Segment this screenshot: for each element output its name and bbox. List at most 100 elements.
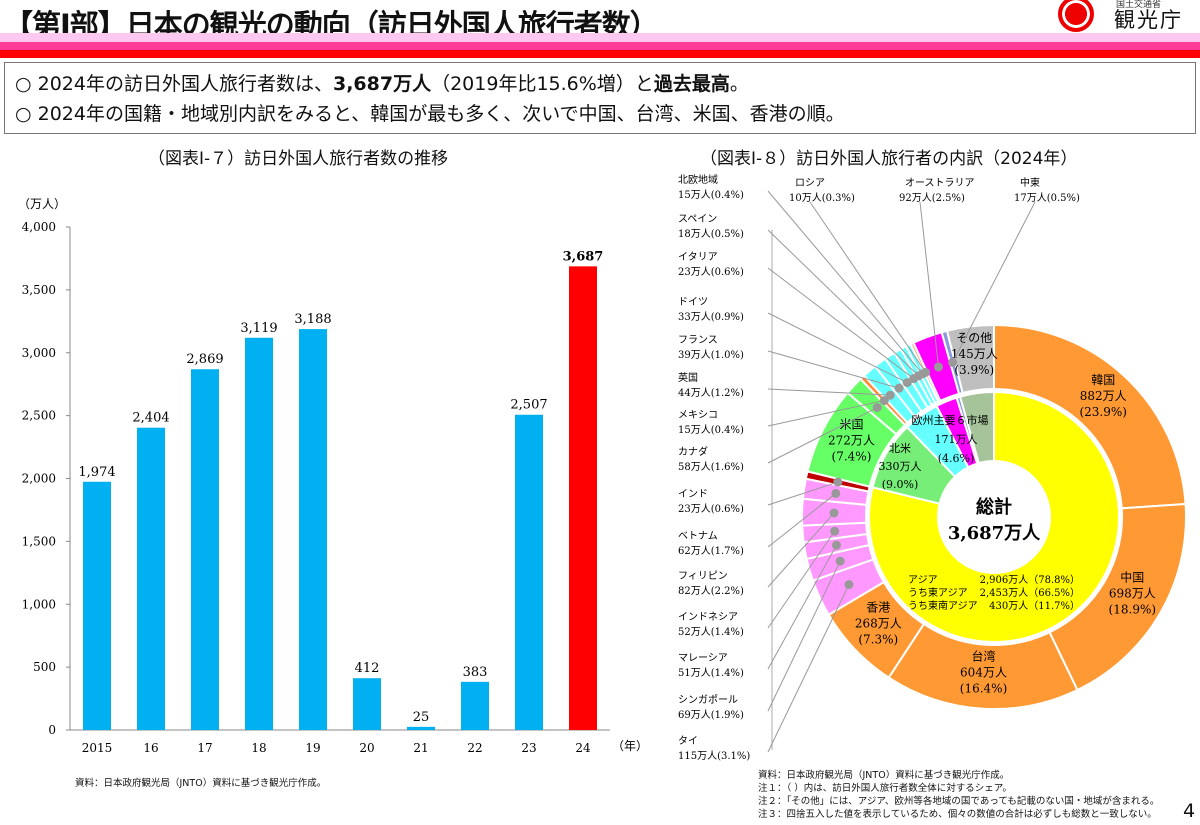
x-tick-label: 2015 <box>82 741 113 755</box>
slice-value: 698万人 <box>1109 586 1156 600</box>
asia-box-value: 430万人（11.7%） <box>989 600 1080 612</box>
label-value: 92万人(2.5%) <box>899 192 965 204</box>
leader-dot <box>902 378 912 388</box>
y-tick-label: 2,000 <box>22 472 56 486</box>
slice-name: 米国 <box>839 417 863 431</box>
bar-value-label: 2,869 <box>186 352 223 367</box>
note: 注１：（ ）内は、訪日外国人旅行者数全体に対するシェア。 <box>758 783 1012 794</box>
bar-20 <box>353 678 381 730</box>
summary-text: （2019年比15.6%増）と <box>431 73 654 95</box>
label-name: スペイン <box>678 214 717 225</box>
x-tick-label: 16 <box>143 741 158 755</box>
leader-dot <box>844 580 854 590</box>
label-name: フランス <box>678 334 718 346</box>
bar-value-label: 2,404 <box>132 411 169 426</box>
inner-name: 北米 <box>889 442 911 455</box>
leader-line <box>767 560 841 712</box>
slice-value: 882万人 <box>1080 389 1127 403</box>
leader-line <box>767 190 923 375</box>
label-name: イタリア <box>678 251 718 263</box>
label-name: マレーシア <box>678 653 728 664</box>
asia-box-value: 2,453万人（66.5%） <box>980 587 1080 599</box>
leader-dot <box>885 390 895 400</box>
label-value: 23万人(0.6%) <box>678 503 744 515</box>
leader-dot <box>921 367 931 377</box>
inner-value: 171万人 <box>935 433 978 446</box>
slice-pct: (7.4%) <box>832 449 872 463</box>
leader-line <box>767 400 885 427</box>
slice-pct: (23.9%) <box>1079 405 1126 419</box>
x-tick-label: 21 <box>413 741 428 755</box>
label-value: 15万人(0.4%) <box>678 189 744 201</box>
page-number: 4 <box>1183 800 1196 822</box>
label-name: フィリピン <box>678 570 728 582</box>
label-value: 62万人(1.7%) <box>678 545 744 557</box>
label-name: インド <box>678 489 708 500</box>
note: 注２：「その他」には、アジア、欧州等各地域の国であっても記載のない国・地域が含ま… <box>758 796 1160 807</box>
inner-pct: (9.0%) <box>882 478 919 491</box>
note: 資料：日本政府観光局（JNTO）資料に基づき観光庁作成。 <box>758 770 1010 781</box>
bar-value-label: 3,119 <box>240 321 277 336</box>
label-value: 58万人(1.6%) <box>678 461 744 473</box>
bar-value-label: 1,974 <box>78 465 115 480</box>
asia-box-label: うち東南アジア <box>908 599 978 612</box>
leader-line <box>767 493 837 548</box>
bar-18 <box>245 337 273 730</box>
leader-line <box>767 584 850 753</box>
label-value: 15万人(0.4%) <box>678 424 744 436</box>
asia-box-label: うち東アジア <box>908 586 968 599</box>
bar-24 <box>569 266 597 730</box>
header-band-pink <box>0 42 1200 50</box>
label-value: 44万人(1.2%) <box>678 387 744 399</box>
x-tick-label: 18 <box>251 741 266 755</box>
y-tick-label: 1,500 <box>22 534 56 548</box>
notes: 資料：日本政府観光局（JNTO）資料に基づき観光庁作成。 注１：（ ）内は、訪日… <box>758 769 1159 821</box>
y-axis-unit: （万人） <box>18 197 66 211</box>
leader-line <box>767 350 900 389</box>
leader-line <box>767 388 891 396</box>
leader-line <box>767 481 839 506</box>
leader-line <box>767 407 878 464</box>
label-value: 52万人(1.4%) <box>678 626 744 638</box>
slice-name: 中国 <box>1120 569 1144 584</box>
y-tick-label: 0 <box>48 723 56 737</box>
y-tick-label: 3,000 <box>22 346 56 360</box>
bar-chart-title: （図表Ⅰ-７）訪日外国人旅行者数の推移 <box>148 149 449 169</box>
label-value: 115万人(3.1%) <box>678 750 750 762</box>
bar-value-label: 3,188 <box>294 312 331 327</box>
label-name: カナダ <box>678 445 708 458</box>
header-band-light <box>0 33 1200 42</box>
leader-dot <box>872 403 882 413</box>
summary-box: ○ 2024年の訪日外国人旅行者数は、3,687万人（2019年比15.6%増）… <box>4 62 1196 134</box>
leader-line <box>767 512 835 588</box>
label-name: インドネシア <box>678 611 738 623</box>
leader-dot <box>831 540 841 550</box>
summary-line-2: ○ 2024年の国籍・地域別内訳をみると、韓国が最も多く、次いで中国、台湾、米国… <box>15 103 845 125</box>
summary-line-1: ○ 2024年の訪日外国人旅行者数は、3,687万人（2019年比15.6%増）… <box>15 69 1185 99</box>
pie-chart-title: （図表Ⅰ-８）訪日外国人旅行者の内訳（2024年） <box>700 149 1078 169</box>
leader-line <box>809 201 927 373</box>
bar-16 <box>137 427 165 730</box>
x-tick-label: 20 <box>359 741 374 755</box>
header-band-red <box>0 50 1200 58</box>
leader-line <box>952 201 1036 363</box>
logo-sub: 国土交通省 <box>1116 0 1162 10</box>
leader-dot <box>831 488 841 498</box>
label-name: ロシア <box>795 178 825 189</box>
inner-slice-アジア <box>868 390 1120 643</box>
leader-line <box>767 544 837 670</box>
slice-value: 272万人 <box>828 433 875 447</box>
asia-box-value: 2,906万人（78.8%） <box>980 574 1080 586</box>
bar-22 <box>461 681 489 730</box>
leader-dot <box>879 396 889 406</box>
label-value: 69万人(1.9%) <box>678 709 744 721</box>
x-tick-label: 24 <box>575 741 591 755</box>
asia-box-label: アジア <box>908 575 938 586</box>
label-name: シンガポール <box>678 694 738 706</box>
leader-dot <box>894 383 904 393</box>
summary-bold: 過去最高 <box>653 73 730 95</box>
inner-pct: (4.6%) <box>938 452 975 465</box>
bar-value-label: 412 <box>355 661 380 676</box>
x-tick-label: 23 <box>521 741 536 755</box>
bar-19 <box>299 329 327 730</box>
